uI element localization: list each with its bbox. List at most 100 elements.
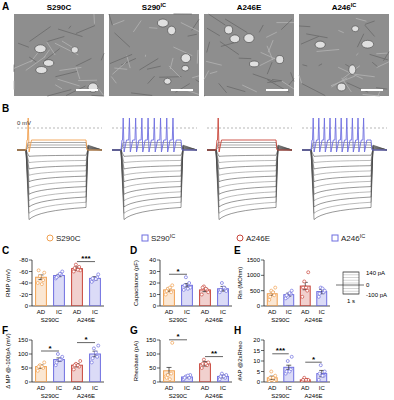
- data-point: [184, 276, 187, 279]
- data-point: [222, 375, 225, 378]
- cell-body: [315, 41, 325, 48]
- hyperpolarizing-trace: [112, 149, 197, 169]
- error-line: [187, 284, 188, 287]
- fiber: [261, 52, 276, 59]
- panel-letter: C: [2, 245, 9, 256]
- fiber: [281, 19, 292, 29]
- data-point: [204, 287, 207, 290]
- data-point: [188, 282, 191, 285]
- data-point: [201, 286, 204, 289]
- significance-label: *: [176, 267, 180, 276]
- fiber: [76, 67, 80, 79]
- micrograph: [299, 14, 389, 96]
- fiber: [59, 67, 81, 70]
- y-tick-label: 10: [149, 292, 156, 298]
- category-label: AD: [201, 309, 210, 315]
- spiking-trace: [112, 118, 197, 152]
- data-point: [288, 370, 291, 373]
- y-tick-label: 0: [25, 379, 29, 385]
- y-tick: [29, 306, 32, 307]
- fiber: [276, 22, 294, 23]
- image-title: A246IC: [332, 2, 357, 12]
- data-point: [318, 372, 321, 375]
- data-point: [201, 362, 204, 365]
- panel-letter: G: [130, 325, 138, 336]
- y-tick-label: 50: [149, 365, 156, 371]
- fiber: [147, 66, 161, 69]
- group-label: S290C: [169, 393, 188, 399]
- y-axis-label: Rin (MOhm): [237, 267, 243, 300]
- data-point: [274, 286, 277, 289]
- legend-label: A246IC: [341, 233, 365, 243]
- data-point: [43, 271, 46, 274]
- trace-panel: [207, 118, 292, 220]
- significance-label: *: [84, 335, 88, 344]
- marks: [36, 263, 101, 306]
- protocol-step: [343, 291, 359, 292]
- hyperpolarizing-trace: [17, 146, 102, 200]
- data-point: [182, 288, 185, 291]
- fiber: [206, 61, 222, 65]
- category-label: IC: [56, 385, 63, 391]
- bar: [317, 292, 327, 306]
- label-base: S290: [151, 234, 170, 243]
- image-title: S290C: [47, 3, 72, 12]
- bar: [300, 286, 310, 306]
- y-tick-label: 10: [253, 358, 260, 364]
- bar-chart: D010203040Capacitance (pF)ADICADICS290CA…: [130, 245, 232, 323]
- data-point: [76, 364, 79, 367]
- bar: [54, 276, 65, 306]
- data-point: [269, 376, 272, 379]
- hyperpolarizing-trace: [207, 146, 292, 214]
- fiber: [319, 64, 322, 66]
- bar: [267, 294, 277, 306]
- bar: [72, 269, 83, 306]
- fiber: [133, 20, 141, 31]
- data-point: [165, 290, 168, 293]
- significance-label: **: [211, 349, 218, 358]
- data-point: [225, 290, 228, 293]
- y-axis-label: #AP @2xRheo: [237, 341, 243, 381]
- category-label: AD: [301, 385, 310, 391]
- error-line: [169, 367, 170, 374]
- label-sup: IC: [360, 233, 366, 239]
- y-tick-label: 0: [257, 379, 261, 385]
- data-point: [272, 291, 275, 294]
- fiber: [376, 53, 387, 55]
- cell-body: [276, 56, 284, 64]
- trace-panel: [112, 118, 197, 220]
- fiber: [242, 85, 257, 92]
- data-point: [303, 280, 306, 283]
- y-tick-label: 500: [250, 288, 261, 294]
- hyperpolarizing-trace: [302, 147, 387, 194]
- micrograph-bg: [109, 14, 199, 96]
- fiber: [365, 21, 375, 24]
- marks: [164, 276, 229, 306]
- panel-letter: B: [2, 103, 9, 114]
- bar: [182, 285, 193, 306]
- bar: [72, 365, 83, 382]
- label-sup: IC: [351, 2, 357, 8]
- cell-body: [362, 40, 374, 48]
- fiber: [111, 76, 116, 83]
- legend-marker: [142, 235, 148, 241]
- data-point: [305, 286, 308, 289]
- data-point: [323, 370, 326, 373]
- micrograph-bg: [14, 14, 104, 96]
- y-tick-label: 30: [149, 269, 156, 275]
- y-tick-label: 0: [257, 303, 261, 309]
- scale-bar: [76, 89, 98, 91]
- y-tick-label: 40: [149, 257, 156, 263]
- data-point: [171, 341, 174, 344]
- label-sup: IC: [161, 2, 167, 8]
- marks: [164, 341, 229, 382]
- data-point: [301, 295, 304, 298]
- category-label: AD: [201, 385, 210, 391]
- fiber: [267, 62, 272, 74]
- hyperpolarizing-trace: [17, 148, 102, 175]
- data-point: [219, 288, 222, 291]
- hyperpolarizing-trace: [302, 149, 387, 163]
- fiber: [197, 50, 199, 64]
- cell-body: [230, 35, 240, 43]
- fiber: [204, 71, 209, 80]
